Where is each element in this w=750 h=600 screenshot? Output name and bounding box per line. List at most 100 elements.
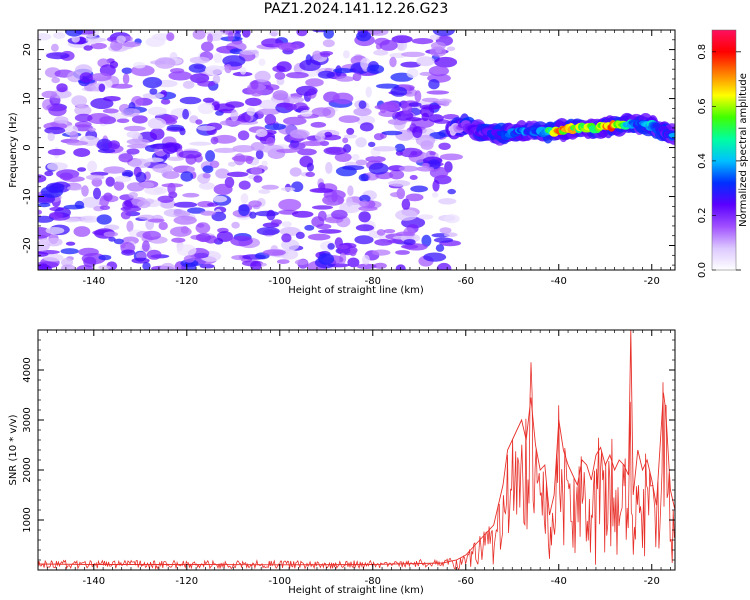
heatmap-noise-blob bbox=[238, 180, 251, 190]
heatmap-noise-blob bbox=[266, 209, 276, 221]
heatmap-noise-blob bbox=[314, 132, 326, 141]
heatmap-noise-blob bbox=[142, 240, 150, 252]
heatmap-noise-blob bbox=[51, 77, 60, 84]
heatmap-noise-blob bbox=[274, 71, 286, 80]
heatmap-noise-blob bbox=[212, 195, 228, 203]
heatmap-noise-blob bbox=[323, 146, 347, 155]
heatmap-noise-blob bbox=[121, 169, 134, 178]
heatmap-noise-blob bbox=[67, 185, 83, 191]
x-tick-label: -100 bbox=[268, 276, 291, 287]
heatmap-noise-blob bbox=[338, 115, 360, 123]
heatmap-noise-blob bbox=[276, 102, 294, 108]
y-tick-label: 10 bbox=[22, 92, 33, 105]
heatmap-noise-blob bbox=[38, 202, 51, 208]
x-tick-label: -80 bbox=[365, 576, 381, 587]
heatmap-noise-blob bbox=[98, 200, 109, 207]
heatmap-noise-blob bbox=[322, 39, 335, 48]
heatmap-noise-blob bbox=[188, 63, 207, 73]
heatmap-noise-blob bbox=[202, 165, 214, 174]
heatmap-noise-blob bbox=[83, 256, 97, 268]
heatmap-noise-blob bbox=[96, 214, 112, 225]
heatmap-noise-blob bbox=[182, 192, 200, 198]
colorbar: 0.0 0.2 0.4 0.6 0.8 Normalized spectral ampl… bbox=[697, 29, 749, 278]
heatmap-noise-blob bbox=[446, 46, 456, 52]
heatmap-noise-blob bbox=[224, 64, 232, 74]
heatmap-noise-blob bbox=[432, 67, 444, 75]
heatmap-noise-blob bbox=[376, 83, 400, 89]
heatmap-noise-blob bbox=[286, 72, 309, 79]
heatmap-noise-blob bbox=[142, 92, 165, 99]
heatmap-noise-blob bbox=[362, 254, 370, 265]
heatmap-noise-blob bbox=[410, 185, 428, 193]
colorbar-label: Normalized spectral amplitude bbox=[738, 73, 749, 227]
heatmap-noise-blob bbox=[250, 80, 259, 90]
heatmap-noise-blob bbox=[126, 131, 141, 138]
heatmap-noise-blob bbox=[319, 51, 334, 56]
snr-panel: -140 -120 -100 -80 -60 -40 -20 1000 2000 3000 400… bbox=[8, 329, 676, 596]
heatmap-noise-blob bbox=[311, 107, 332, 117]
heatmap-noise-blob bbox=[102, 108, 119, 114]
heatmap-noise-blob bbox=[412, 126, 423, 138]
heatmap-noise-blob bbox=[408, 102, 422, 107]
heatmap-noise-blob bbox=[160, 262, 176, 270]
colorbar-tick-label: 0.8 bbox=[697, 44, 708, 60]
heatmap-noise-blob bbox=[255, 149, 264, 160]
heatmap-noise-blob bbox=[309, 188, 334, 193]
heatmap-noise-blob bbox=[359, 200, 369, 207]
heatmap-noise-blob bbox=[312, 50, 322, 61]
heatmap-noise-blob bbox=[210, 136, 219, 145]
heatmap-noise-blob bbox=[63, 204, 85, 210]
heatmap-noise-blob bbox=[38, 215, 54, 223]
heatmap-noise-blob bbox=[342, 137, 349, 144]
heatmap-noise-blob bbox=[204, 65, 224, 76]
heatmap-noise-blob bbox=[99, 205, 111, 211]
x-tick-label: -60 bbox=[458, 276, 474, 287]
heatmap-noise-blob bbox=[74, 121, 92, 128]
heatmap-noise-blob bbox=[289, 129, 310, 139]
heatmap-noise-blob bbox=[237, 130, 250, 141]
heatmap-noise-blob bbox=[138, 214, 155, 220]
y-tick-label: -10 bbox=[22, 188, 33, 204]
heatmap-noise-blob bbox=[187, 207, 206, 214]
heatmap-noise-blob bbox=[166, 32, 175, 42]
heatmap-noise-blob bbox=[327, 243, 335, 250]
snr-x-axis: -140 -120 -100 -80 -60 -40 -20 bbox=[37, 330, 671, 587]
heatmap-noise-blob bbox=[162, 142, 178, 155]
heatmap-noise-blob bbox=[276, 148, 299, 153]
heatmap-noise-blob bbox=[74, 113, 93, 122]
heatmap-noise-blob bbox=[198, 182, 215, 190]
heatmap-noise-blob bbox=[205, 150, 216, 162]
heatmap-y-axis: -20 -10 0 10 20 bbox=[22, 29, 675, 266]
x-tick-label: -20 bbox=[644, 276, 660, 287]
heatmap-noise-blob bbox=[423, 252, 447, 262]
heatmap-noise-blob bbox=[98, 83, 106, 93]
heatmap-noise-blob bbox=[122, 73, 130, 85]
heatmap-noise-blob bbox=[207, 202, 219, 207]
heatmap-noise-blob bbox=[160, 98, 171, 105]
heatmap-noise-blob bbox=[51, 43, 59, 52]
heatmap-noise-blob bbox=[147, 117, 167, 130]
heatmap-noise-blob bbox=[311, 205, 334, 210]
heatmap-noise-blob bbox=[60, 264, 76, 270]
heatmap-noise-blob bbox=[383, 229, 396, 234]
heatmap-noise-blob bbox=[254, 70, 271, 83]
heatmap-noise-blob bbox=[47, 148, 66, 156]
heatmap-noise-blob bbox=[433, 237, 454, 243]
heatmap-noise-blob bbox=[103, 231, 119, 237]
heatmap-noise-blob bbox=[226, 171, 249, 177]
heatmap-noise-blob bbox=[358, 173, 369, 182]
heatmap-noise-blob bbox=[169, 226, 192, 237]
heatmap-noise-blob bbox=[120, 206, 142, 212]
heatmap-noise-blob bbox=[166, 156, 185, 161]
heatmap-noise-blob bbox=[238, 204, 250, 217]
heatmap-noise-blob bbox=[71, 34, 80, 43]
heatmap-noise-blob bbox=[211, 211, 227, 222]
heatmap-noise-blob bbox=[415, 134, 436, 147]
heatmap-noise-blob bbox=[416, 56, 435, 67]
heatmap-noise-blob bbox=[246, 107, 256, 116]
heatmap-noise-blob bbox=[368, 141, 376, 148]
heatmap-noise-blob bbox=[373, 262, 387, 269]
heatmap-noise-blob bbox=[108, 236, 116, 242]
colorbar-frame bbox=[711, 29, 737, 271]
heatmap-noise-blob bbox=[126, 138, 150, 145]
